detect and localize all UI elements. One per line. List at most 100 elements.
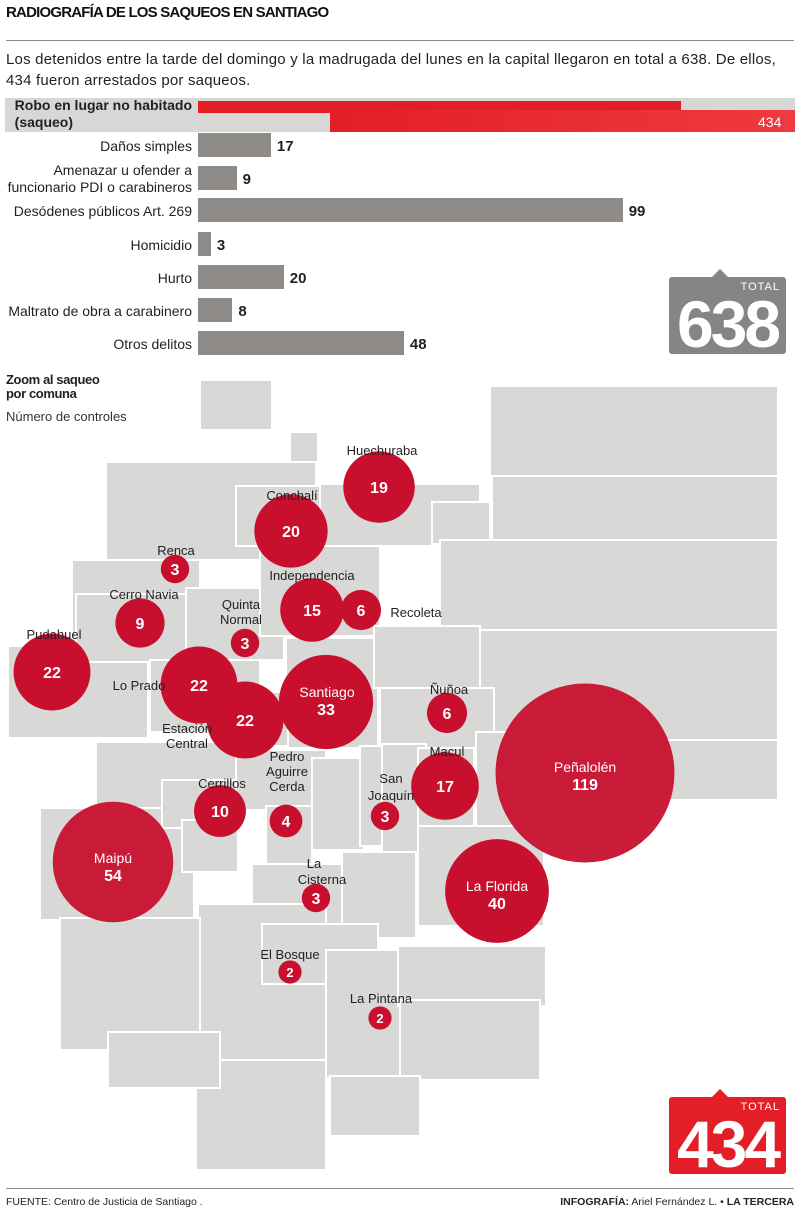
bubble-pudahuel	[13, 633, 91, 711]
comuna-area	[439, 539, 779, 631]
bar-row: Otros delitos 48	[0, 331, 800, 357]
bar-label: Desódenes públicos Art. 269	[14, 198, 192, 224]
bubble-value: 33	[317, 702, 335, 719]
bubble-recoleta	[340, 589, 382, 631]
footer-source: FUENTE: Centro de Justicia de Santiago .	[6, 1196, 203, 1208]
total-arrests-label: TOTAL	[740, 281, 780, 293]
bubble-el-bosque	[278, 960, 302, 984]
bar-label-line: Daños simples	[100, 137, 192, 154]
bubble-quinta-normal	[230, 628, 260, 658]
total-saqueos-tip	[712, 1089, 728, 1097]
total-arrests-tip	[712, 269, 728, 277]
bubble-value: 40	[488, 896, 506, 913]
bubble-value: 17	[436, 779, 454, 796]
comuna-name: Aguirre	[266, 764, 308, 779]
bubble-value: 20	[282, 524, 300, 541]
comuna-area	[399, 999, 541, 1081]
bubble-value: 3	[381, 809, 390, 826]
bubble-huechuraba	[343, 451, 415, 523]
total-arrests-box: TOTAL 638	[669, 277, 786, 360]
bar-label: Maltrato de obra a carabinero	[8, 298, 192, 324]
comuna-name: Independencia	[269, 568, 355, 583]
bar	[198, 298, 233, 322]
footer-credit-label: INFOGRAFÍA:	[560, 1196, 630, 1208]
bar	[330, 110, 795, 132]
bar-row: Desódenes públicos Art. 269 99	[0, 198, 800, 224]
bar-value: 3	[216, 236, 226, 254]
comuna-name: La Pintana	[350, 991, 413, 1006]
comuna-area	[329, 1075, 421, 1137]
bar-label: Otros delitos	[113, 331, 192, 357]
bar	[198, 198, 623, 222]
comuna-name: Cerro Navia	[109, 587, 179, 602]
total-arrests-value: 638	[676, 287, 781, 361]
bubble-value: 15	[303, 603, 321, 620]
comuna-name: Cerrillos	[198, 776, 246, 791]
map-title: Zoom al saqueo por comuna	[6, 373, 100, 401]
bar-label: Robo en lugar no habitado (saqueo)	[15, 97, 192, 130]
comuna-area	[107, 1031, 221, 1089]
bar-value: 9	[242, 170, 251, 188]
comuna-name: Lo Prado	[113, 678, 166, 693]
bar-row: Daños simples 17	[0, 133, 800, 159]
bubble-value: 3	[171, 562, 180, 579]
comuna-name: Peñalolén	[554, 759, 616, 775]
comuna-name: Joaquín	[368, 788, 414, 803]
comuna-area	[59, 917, 201, 1051]
bar-label-line: Desódenes públicos Art. 269	[13, 202, 192, 219]
total-saqueos-label: TOTAL	[740, 1101, 780, 1113]
bubble-peñalolén	[495, 683, 675, 863]
comuna-name: Maipú	[94, 850, 132, 866]
bar-label-line: Otros delitos	[113, 335, 192, 352]
bar-row: Robo en lugar no habitado (saqueo) 434	[0, 97, 800, 132]
bubble-cerrillos	[194, 785, 246, 837]
bubble-value: 119	[572, 777, 598, 794]
bar-value: 8	[238, 302, 247, 320]
comuna-name: Renca	[157, 543, 195, 558]
bar-value: 48	[409, 335, 427, 353]
comuna-area	[373, 625, 481, 689]
bar-label: Homicidio	[131, 232, 192, 258]
comuna-name: Recoleta	[390, 605, 442, 620]
bar-value: 20	[289, 269, 307, 287]
bubble-renca	[160, 554, 190, 584]
bubble-san-joaquín	[370, 801, 400, 831]
bubble-estación-central	[206, 681, 284, 759]
bar-value: 17	[276, 137, 294, 155]
bubble-value: 10	[211, 804, 229, 821]
comuna-name: Pudahuel	[27, 627, 82, 642]
comuna-area	[199, 379, 273, 431]
bar-row: Amenazar u ofender a funcionario PDI o ca…	[0, 162, 800, 195]
bar-label-line: funcionario PDI o carabineros	[7, 179, 192, 195]
bar-label-line: Maltrato de obra a carabinero	[8, 302, 192, 319]
bubble-maipú	[52, 801, 174, 923]
comuna-area	[431, 501, 491, 545]
bubble-macul	[411, 752, 479, 820]
bubble-santiago	[278, 654, 374, 750]
total-saqueos-value: 434	[676, 1107, 781, 1181]
bubble-value: 3	[312, 891, 321, 908]
bar-label: Daños simples	[100, 133, 192, 159]
comuna-area	[311, 757, 365, 851]
bubble-la-pintana	[368, 1006, 392, 1030]
bar-row: Maltrato de obra a carabinero 8	[0, 298, 800, 324]
bubble-value: 3	[241, 636, 250, 653]
footer-credit-text: Ariel Fernández L. •	[631, 1196, 724, 1208]
bubble-conchalí	[254, 494, 328, 568]
footer-source-text: Centro de Justicia de Santiago .	[53, 1196, 203, 1208]
comuna-area	[397, 945, 547, 1007]
map-unit: Número de controles	[6, 409, 127, 424]
comuna-name: Cerda	[269, 779, 305, 794]
comuna-name: Ñuñoa	[430, 682, 469, 697]
bar-label-line: Homicidio	[130, 236, 192, 253]
bar	[198, 166, 237, 190]
bar	[198, 232, 211, 256]
comuna-name: El Bosque	[260, 947, 319, 962]
bubble-value: 6	[357, 603, 366, 620]
bubble-value: 22	[190, 678, 208, 695]
bar-label-line: Robo en lugar no habitado	[14, 97, 192, 113]
comuna-name: Huechuraba	[347, 443, 419, 458]
comuna-name: Santiago	[299, 684, 354, 700]
comuna-area	[489, 385, 779, 479]
